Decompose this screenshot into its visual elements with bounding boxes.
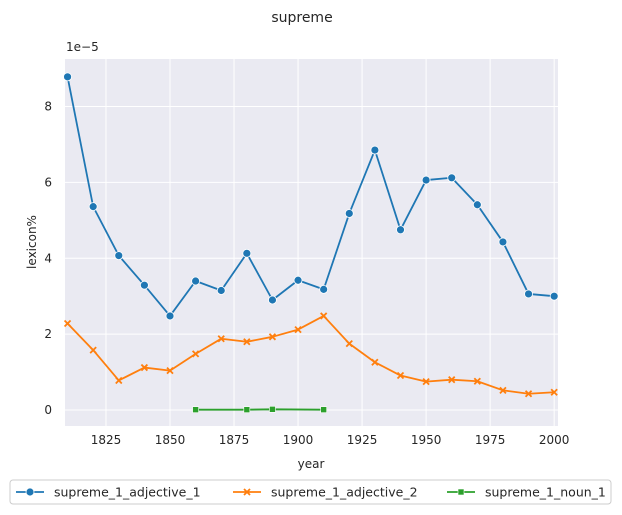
data-point xyxy=(524,289,533,299)
data-point xyxy=(421,175,431,185)
legend-label: supreme_1_noun_1 xyxy=(485,485,606,500)
data-point xyxy=(243,406,251,413)
x-axis-label: year xyxy=(298,457,325,471)
x-tick-label: 1925 xyxy=(347,433,378,447)
data-point xyxy=(396,371,405,380)
data-point xyxy=(217,335,225,343)
x-tick-label: 1950 xyxy=(411,433,442,447)
data-point xyxy=(524,390,533,398)
legend-label: supreme_1_adjective_1 xyxy=(54,485,201,500)
data-point xyxy=(191,350,200,358)
series-supreme_1_adjective_2 xyxy=(63,312,558,398)
y-tick-label: 2 xyxy=(44,327,52,341)
y-tick-label: 0 xyxy=(44,403,52,417)
legend-label: supreme_1_adjective_2 xyxy=(271,485,418,500)
legend-marker xyxy=(25,487,35,497)
y-axis-label: lexicon% xyxy=(25,215,39,269)
data-point xyxy=(344,209,354,218)
x-tick-label: 1875 xyxy=(219,433,250,447)
y-tick-labels: 0 2 4 6 8 xyxy=(44,99,52,417)
data-point xyxy=(165,311,175,321)
series-supreme_1_adjective_1 xyxy=(63,72,559,321)
x-tick-label: 1850 xyxy=(155,433,186,447)
data-point xyxy=(448,376,456,384)
grid xyxy=(65,59,558,426)
x-tick-label: 1825 xyxy=(91,433,122,447)
legend-item: supreme_1_adjective_2 xyxy=(233,485,418,500)
data-point xyxy=(319,284,329,294)
data-point xyxy=(139,280,149,290)
data-point xyxy=(370,145,380,155)
legend-item: supreme_1_adjective_1 xyxy=(16,485,201,500)
data-point xyxy=(243,338,251,346)
y-tick-label: 4 xyxy=(44,251,52,265)
chart-title: supreme xyxy=(271,10,332,26)
legend-item: supreme_1_noun_1 xyxy=(447,485,606,500)
data-point xyxy=(422,377,430,386)
data-point xyxy=(371,358,379,366)
x-tick-label: 1900 xyxy=(283,433,314,447)
legend-marker xyxy=(457,488,465,496)
data-point xyxy=(499,386,507,394)
legend-marker xyxy=(243,488,251,496)
data-point xyxy=(320,312,328,320)
data-point xyxy=(268,295,277,305)
data-point xyxy=(115,376,123,385)
y-tick-label: 6 xyxy=(44,175,52,189)
data-point xyxy=(140,363,149,372)
data-point xyxy=(447,173,457,183)
y-tick-label: 8 xyxy=(44,99,52,113)
x-tick-labels: 1825 1850 1875 1900 1925 1950 1975 2000 xyxy=(91,433,570,447)
data-point xyxy=(268,333,277,341)
legend-frame xyxy=(9,479,612,505)
data-point xyxy=(216,286,226,295)
data-point xyxy=(191,276,201,286)
data-point xyxy=(192,406,199,413)
legend-items: supreme_1_adjective_1 supreme_1_adjective… xyxy=(16,485,606,500)
data-point xyxy=(269,406,276,413)
x-tick-label: 2000 xyxy=(539,433,570,447)
data-point xyxy=(549,291,559,301)
data-point xyxy=(472,200,482,210)
data-point xyxy=(498,237,508,247)
data-point xyxy=(242,248,252,258)
series-line xyxy=(66,315,555,395)
data-point xyxy=(294,325,302,334)
y-multiplier-label: 1e−5 xyxy=(66,40,99,54)
data-point xyxy=(320,406,327,413)
data-point xyxy=(293,275,303,285)
data-point xyxy=(550,388,558,396)
x-tick-label: 1975 xyxy=(475,433,506,447)
data-point xyxy=(166,366,174,375)
data-point xyxy=(63,319,72,328)
data-point xyxy=(473,377,481,385)
data-point xyxy=(114,251,124,260)
series-supreme_1_noun_1 xyxy=(192,406,327,413)
data-point xyxy=(63,72,72,82)
data-point xyxy=(345,340,353,348)
legend: supreme_1_adjective_1 supreme_1_adjective… xyxy=(9,479,612,505)
data-point xyxy=(89,346,97,354)
series-line xyxy=(66,76,555,317)
data-point xyxy=(88,202,98,212)
series-layer xyxy=(63,72,559,413)
data-point xyxy=(396,225,405,235)
